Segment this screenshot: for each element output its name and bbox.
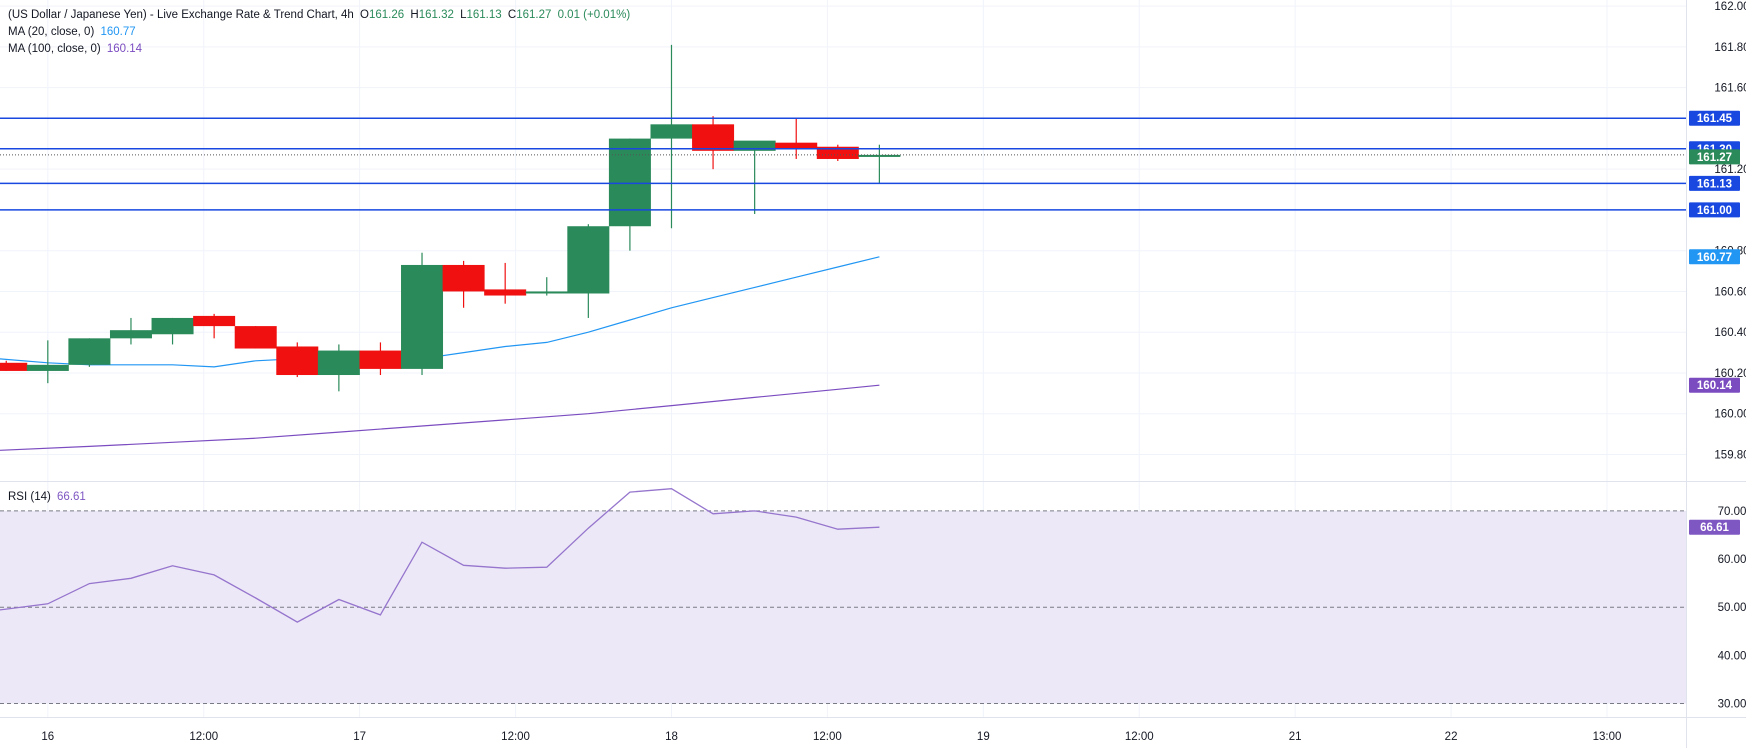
rsi-tick-label: 40.00 — [1718, 650, 1746, 662]
ma100-line — [0, 384, 880, 451]
open-label: O — [360, 9, 369, 21]
symbol-title: (US Dollar / Japanese Yen) - Live Exchan… — [8, 9, 354, 21]
rsi-value: 66.61 — [57, 491, 86, 503]
ma100-value: 160.14 — [106, 43, 143, 55]
candle-body — [858, 154, 901, 157]
candles — [0, 44, 901, 392]
candle-body — [401, 264, 444, 369]
price-tick-label: 160.40 — [1714, 327, 1746, 339]
ma-badge-bg — [1689, 377, 1740, 393]
candle-body — [692, 124, 735, 151]
candle-body — [775, 142, 818, 149]
level-badge-bg — [1689, 202, 1740, 218]
price-tick-label: 161.80 — [1714, 42, 1746, 54]
close-label: C — [507, 9, 517, 21]
price-tick-label: 160.60 — [1714, 286, 1746, 298]
rsi-tick-label: 70.00 — [1718, 506, 1746, 518]
ma100-legend[interactable]: MA (100, close, 0) 160.14 — [8, 42, 145, 56]
time-tick-label: 13:00 — [1593, 731, 1622, 743]
candle-body — [26, 364, 69, 371]
rsi-line — [0, 488, 880, 623]
time-tick-label: 12:00 — [1125, 731, 1154, 743]
price-axis-labels: 162.00161.80161.60161.20160.80160.60160.… — [1689, 1, 1746, 711]
candle-body — [650, 124, 693, 139]
candle-body — [193, 315, 236, 327]
low-label: L — [460, 9, 467, 21]
level-badge-bg — [1689, 175, 1740, 191]
candle-body — [0, 362, 28, 371]
ma100-path — [0, 384, 880, 451]
ma-badge: 160.14 — [1697, 380, 1733, 392]
candle-body — [276, 346, 319, 376]
open-value: 161.26 — [369, 9, 405, 21]
price-tick-label: 161.60 — [1714, 83, 1746, 95]
ma-badge-bg — [1689, 249, 1740, 265]
candle-body — [109, 330, 152, 339]
rsi-tick-label: 60.00 — [1718, 554, 1746, 566]
candle-body — [608, 138, 651, 227]
last-price-badge: 161.27 — [1697, 152, 1732, 164]
candle-body — [317, 350, 360, 376]
time-tick-label: 22 — [1445, 731, 1458, 743]
high-value: 161.32 — [418, 9, 454, 21]
time-tick-label: 16 — [41, 731, 54, 743]
rsi-path — [0, 488, 880, 623]
price-tick-label: 162.00 — [1714, 1, 1746, 13]
rsi-tick-label: 50.00 — [1718, 602, 1746, 614]
candle-body — [525, 291, 568, 294]
time-tick-label: 12:00 — [501, 731, 530, 743]
time-tick-label: 18 — [665, 731, 678, 743]
time-tick-label: 19 — [977, 731, 990, 743]
time-axis-labels: 16 12:00 17 12:00 18 12:00 19 12:00 21 22 13:00 — [41, 731, 1621, 743]
level-badge: 161.00 — [1697, 205, 1732, 217]
time-tick-label: 12:00 — [813, 731, 842, 743]
rsi-label: RSI (14) — [8, 491, 51, 503]
time-tick-label: 17 — [353, 731, 366, 743]
ma-badge: 160.77 — [1697, 252, 1732, 264]
rsi-band — [0, 510, 1686, 705]
level-badge: 161.13 — [1697, 178, 1732, 190]
ma100-label: MA (100, close, 0) — [8, 43, 101, 55]
high-label: H — [410, 9, 419, 21]
ma20-legend[interactable]: MA (20, close, 0) 160.77 — [8, 25, 139, 39]
candle-body — [234, 326, 277, 349]
candle-body — [68, 338, 111, 365]
price-tick-label: 160.20 — [1714, 368, 1746, 380]
horizontal-levels[interactable] — [0, 117, 1686, 211]
ma20-label: MA (20, close, 0) — [8, 26, 95, 38]
rsi-legend[interactable]: RSI (14) 66.61 — [8, 490, 89, 504]
close-value: 161.27 — [516, 9, 552, 21]
price-tick-label: 161.20 — [1714, 164, 1746, 176]
price-tick-label: 160.00 — [1714, 409, 1746, 421]
rsi-badge-bg — [1689, 519, 1740, 535]
candle-body — [151, 317, 194, 335]
candle-body — [484, 289, 527, 296]
candle-body — [816, 146, 859, 159]
ma20-value: 160.77 — [100, 26, 136, 38]
symbol-legend[interactable]: (US Dollar / Japanese Yen) - Live Exchan… — [8, 8, 633, 22]
rsi-badge: 66.61 — [1700, 522, 1729, 534]
candle-body — [442, 264, 485, 292]
candle-body — [359, 350, 402, 369]
candle-body — [733, 140, 776, 151]
time-tick-label: 12:00 — [189, 731, 218, 743]
rsi-tick-label: 30.00 — [1718, 699, 1746, 711]
price-tick-label: 159.80 — [1714, 450, 1746, 462]
last-price-badge-bg — [1689, 149, 1740, 165]
change-value: 0.01 (+0.01%) — [557, 9, 631, 21]
candle-body — [567, 226, 610, 294]
time-tick-label: 21 — [1289, 731, 1302, 743]
level-badge-bg — [1689, 110, 1740, 126]
low-value: 161.13 — [466, 9, 502, 21]
level-badge: 161.45 — [1697, 113, 1733, 125]
